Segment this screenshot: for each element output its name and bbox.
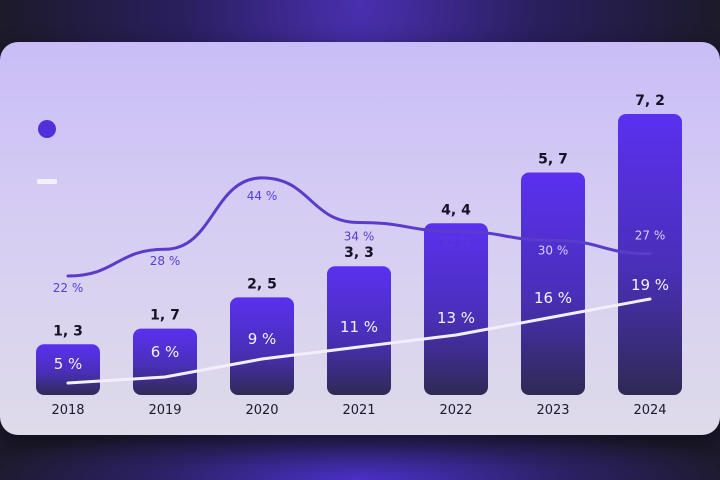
chart-card: 1, 3 2018 1, 7 2019 2, 5 2020 3, 3 2021 4, 4 2022… (0, 42, 720, 435)
line-purple-point-label: 34 % (344, 229, 375, 243)
line-series-white (66, 297, 652, 385)
bar-2022 (424, 223, 488, 395)
bar-value-label: 2, 5 (247, 276, 277, 292)
line-white-point-label: 5 % (54, 355, 83, 373)
bar-2023 (521, 172, 585, 395)
x-tick-label: 2019 (148, 403, 181, 418)
line-white-point-label: 9 % (248, 330, 277, 348)
line-purple-point-label: 32 % (441, 235, 472, 249)
line-white-point-label: 19 % (631, 276, 669, 294)
bar-2021 (327, 266, 391, 395)
line-white-point-label: 11 % (340, 318, 378, 336)
legend-marker-white (37, 179, 57, 184)
x-tick-label: 2020 (245, 403, 278, 418)
bar-value-label: 5, 7 (538, 152, 568, 168)
bar-value-label: 1, 7 (150, 308, 180, 324)
bar-value-label: 7, 2 (635, 93, 665, 109)
bar-2019 (133, 328, 197, 395)
line-purple-point-label: 28 % (150, 254, 181, 268)
line-purple-point-label: 22 % (53, 281, 84, 295)
legend (37, 120, 57, 184)
x-tick-label: 2021 (342, 403, 375, 418)
bar-value-label: 4, 4 (441, 202, 471, 218)
bar-value-label: 3, 3 (344, 245, 374, 261)
x-tick-label: 2022 (439, 403, 472, 418)
line-white-point-label: 16 % (534, 289, 572, 307)
line-white-point-label: 13 % (437, 309, 475, 327)
x-tick-label: 2024 (633, 403, 666, 418)
chart-svg: 1, 3 2018 1, 7 2019 2, 5 2020 3, 3 2021 4, 4 2022… (36, 93, 682, 418)
line-white-point-label: 6 % (151, 343, 180, 361)
line-purple-point-label: 30 % (538, 243, 569, 257)
bar-value-label: 1, 3 (53, 323, 83, 339)
line-series-purple (66, 176, 652, 278)
x-tick-label: 2023 (536, 403, 569, 418)
lines-group (66, 176, 652, 385)
bar-2020 (230, 297, 294, 395)
x-tick-label: 2018 (51, 403, 84, 418)
legend-marker-purple (38, 120, 56, 138)
labels-group: 1, 3 2018 1, 7 2019 2, 5 2020 3, 3 2021 4, 4 2022… (51, 93, 669, 418)
line-purple-point-label: 27 % (635, 229, 666, 243)
line-purple-point-label: 44 % (247, 189, 278, 203)
